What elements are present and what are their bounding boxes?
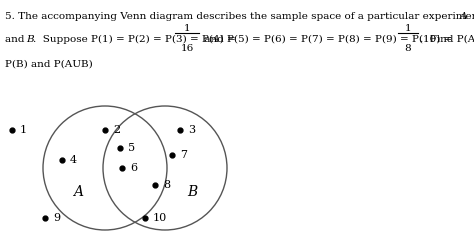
Text: .  Suppose P(1) = P(2) = P(3) = P(4) =: . Suppose P(1) = P(2) = P(3) = P(4) = bbox=[33, 35, 239, 44]
Text: 2: 2 bbox=[113, 125, 120, 135]
Text: 4: 4 bbox=[70, 155, 77, 165]
Text: 16: 16 bbox=[181, 44, 193, 53]
Text: 3: 3 bbox=[188, 125, 195, 135]
Text: 6: 6 bbox=[130, 163, 137, 173]
Text: 7: 7 bbox=[180, 150, 187, 160]
Text: and P(5) = P(6) = P(7) = P(8) = P(9) = P(10) =: and P(5) = P(6) = P(7) = P(8) = P(9) = P… bbox=[201, 35, 456, 44]
Text: A: A bbox=[73, 185, 83, 199]
Text: 1: 1 bbox=[184, 24, 191, 33]
Text: 10: 10 bbox=[153, 213, 167, 223]
Text: 5. The accompanying Venn diagram describes the sample space of a particular expe: 5. The accompanying Venn diagram describ… bbox=[5, 12, 474, 21]
Text: B: B bbox=[187, 185, 197, 199]
Text: A: A bbox=[460, 12, 467, 21]
Text: and: and bbox=[5, 35, 28, 44]
Text: P(B) and P(AUB): P(B) and P(AUB) bbox=[5, 60, 93, 69]
Text: 1: 1 bbox=[405, 24, 411, 33]
Text: 1: 1 bbox=[20, 125, 27, 135]
Text: 8: 8 bbox=[163, 180, 170, 190]
Text: B: B bbox=[26, 35, 34, 44]
Text: 8: 8 bbox=[405, 44, 411, 53]
Text: 5: 5 bbox=[128, 143, 135, 153]
Text: .  Find P(A),: . Find P(A), bbox=[420, 35, 474, 44]
Text: 9: 9 bbox=[53, 213, 60, 223]
